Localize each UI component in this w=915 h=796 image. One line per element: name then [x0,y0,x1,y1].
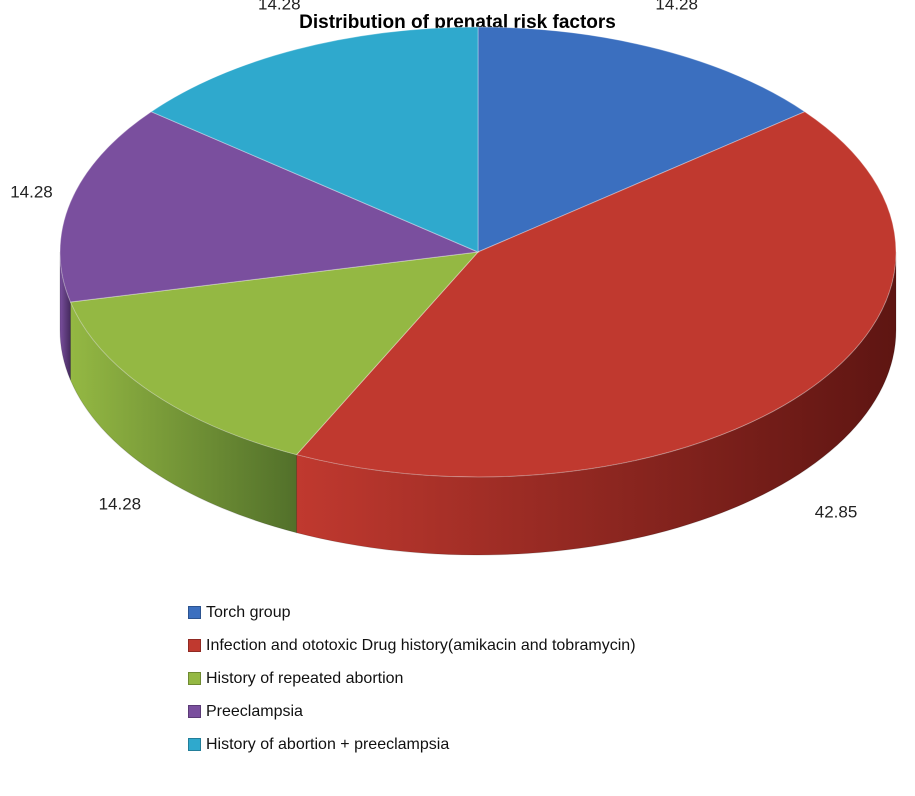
legend-item-infection-and-ototoxic-drug-history-amikacin-and-tobramycin: Infection and ototoxic Drug history(amik… [188,629,636,662]
data-label-history-of-repeated-abortion: 14.28 [99,495,142,514]
legend-swatch [188,672,201,685]
legend-item-history-of-abortion-preeclampsia: History of abortion + preeclampsia [188,728,636,761]
data-label-torch-group: 14.28 [655,0,698,14]
data-label-infection-and-ototoxic-drug-history-amikacin-and-tobramycin: 42.85 [815,503,858,522]
legend-label: History of repeated abortion [206,669,404,687]
slice-history-of-repeated-abortion [69,251,480,456]
legend-label: Preeclampsia [206,702,303,720]
legend-item-history-of-repeated-abortion: History of repeated abortion [188,662,636,695]
legend-swatch [188,738,201,751]
data-label-preeclampsia: 14.28 [10,182,53,201]
chart-title: Distribution of prenatal risk factors [299,12,616,33]
legend-label: Infection and ototoxic Drug history(amik… [206,636,636,654]
slice-history-of-abortion-preeclampsia [150,26,479,253]
legend-item-preeclampsia: Preeclampsia [188,695,636,728]
legend-swatch [188,606,201,619]
legend-item-torch-group: Torch group [188,596,636,629]
slice-torch-group [477,26,806,253]
legend-label: History of abortion + preeclampsia [206,735,450,753]
slice-preeclampsia [59,111,480,303]
legend-label: Torch group [206,603,291,621]
legend-swatch [188,705,201,718]
slice-infection-and-ototoxic-drug-history-amikacin-and-tobramycin [295,111,897,478]
legend: Torch group Infection and ototoxic Drug h… [188,596,636,761]
legend-swatch [188,639,201,652]
data-label-history-of-abortion-preeclampsia: 14.28 [258,0,301,14]
